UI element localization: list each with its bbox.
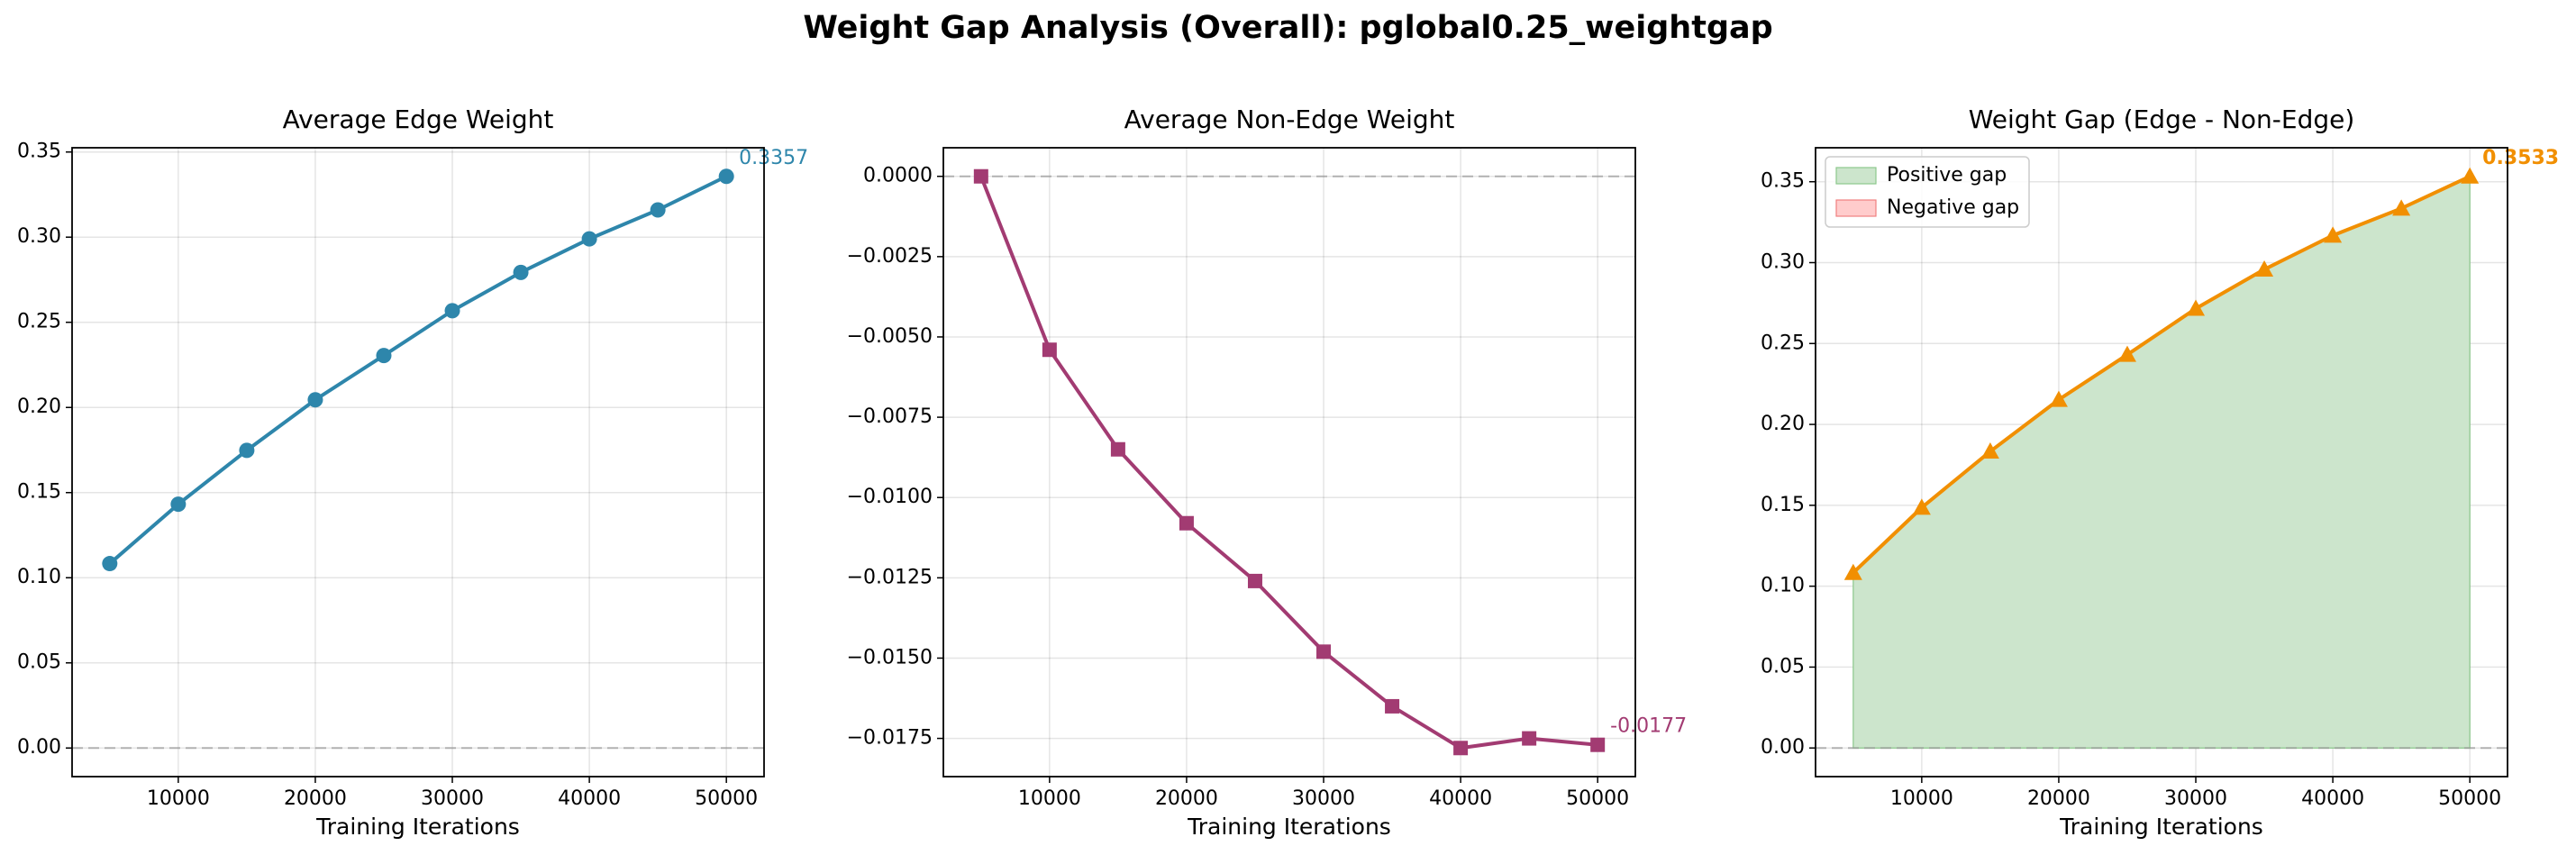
x-tick-label: 10000 <box>1018 787 1081 810</box>
data-point <box>376 348 392 364</box>
data-point <box>1453 741 1469 756</box>
data-point <box>2187 299 2206 316</box>
data-point <box>1316 644 1332 659</box>
end-value-label: 0.3533 <box>2482 147 2559 169</box>
data-point <box>1843 563 1862 580</box>
data-point <box>1590 737 1606 752</box>
y-tick-label: −0.0125 <box>847 566 933 588</box>
series-line <box>107 174 729 566</box>
subplot-2: -0.0177 10000 20000 30000 40000 50000 0.0000 −0… <box>847 105 1688 840</box>
data-point <box>1522 731 1537 746</box>
x-tick-label: 40000 <box>558 787 621 810</box>
x-tick-label: 50000 <box>1566 787 1629 810</box>
x-tick-label: 50000 <box>2438 787 2501 810</box>
subplot-title: Average Non-Edge Weight <box>1124 105 1455 134</box>
subplot-3: 0.3533 10000 20000 30000 40000 50000 0.00 0.05 0… <box>1761 105 2559 840</box>
legend-label: Positive gap <box>1887 164 2007 186</box>
x-axis-label: Training Iterations <box>1187 814 1391 840</box>
data-point <box>1179 515 1194 531</box>
data-point <box>307 392 323 408</box>
y-tick-label: −0.0150 <box>847 646 933 669</box>
axes-frame <box>942 147 1636 778</box>
series-line <box>1851 174 2472 575</box>
data-point <box>2255 260 2274 277</box>
y-tick-label: −0.0050 <box>847 325 933 348</box>
y-tick-label: 0.25 <box>1761 332 1805 354</box>
plot-area <box>72 148 764 777</box>
subplot-title: Weight Gap (Edge - Non-Edge) <box>1969 105 2355 134</box>
data-point <box>513 264 529 280</box>
y-tick-label: 0.15 <box>1761 494 1805 516</box>
y-tick-label: 0.30 <box>17 225 61 248</box>
axes-frame <box>1815 147 2508 778</box>
y-tick-label: 0.15 <box>17 481 61 504</box>
figure-title: Weight Gap Analysis (Overall): pglobal0.… <box>803 10 1772 46</box>
data-point <box>239 442 255 459</box>
data-point <box>1385 698 1400 714</box>
data-point <box>1980 442 1999 459</box>
x-tick-label: 30000 <box>1292 787 1355 810</box>
x-axis-label: Training Iterations <box>2059 814 2263 840</box>
y-tick-label: −0.0075 <box>847 405 933 428</box>
data-point <box>102 556 118 572</box>
data-point <box>650 202 666 218</box>
data-point <box>581 231 597 247</box>
y-tick-label: 0.35 <box>17 141 61 163</box>
y-tick-label: 0.00 <box>17 736 61 759</box>
legend-swatch <box>1835 199 1877 217</box>
x-tick-label: 30000 <box>421 787 484 810</box>
y-tick-label: 0.05 <box>1761 655 1805 678</box>
y-tick-label: 0.20 <box>1761 413 1805 435</box>
y-tick-label: −0.0100 <box>847 486 933 508</box>
data-point <box>1110 441 1125 457</box>
y-tick-label: 0.00 <box>1761 736 1805 759</box>
x-tick-label: 10000 <box>1890 787 1953 810</box>
y-tick-label: 0.20 <box>17 396 61 418</box>
data-point <box>1247 573 1262 588</box>
y-tick-label: 0.0000 <box>863 165 933 187</box>
data-point <box>170 496 187 513</box>
data-point <box>2392 199 2411 216</box>
x-tick-label: 40000 <box>1429 787 1492 810</box>
end-value-label: -0.0177 <box>1610 715 1687 738</box>
data-point <box>1912 498 1931 515</box>
y-tick-label: 0.05 <box>17 651 61 674</box>
x-tick-label: 40000 <box>2301 787 2364 810</box>
y-tick-label: 0.10 <box>17 566 61 588</box>
subplot-title: Average Edge Weight <box>283 105 554 134</box>
y-tick-label: 0.10 <box>1761 575 1805 597</box>
legend-label: Negative gap <box>1887 196 2019 219</box>
y-tick-label: 0.35 <box>1761 170 1805 193</box>
data-point <box>2324 226 2343 243</box>
data-point <box>2461 167 2480 184</box>
end-value-label: 0.3357 <box>739 147 808 169</box>
axes-frame <box>71 147 765 778</box>
data-point <box>2049 390 2068 407</box>
x-tick-label: 20000 <box>284 787 347 810</box>
x-tick-label: 30000 <box>2164 787 2227 810</box>
data-point <box>2117 345 2136 362</box>
legend: Positive gap Negative gap <box>1825 156 2030 228</box>
y-tick-label: 0.30 <box>1761 250 1805 273</box>
data-point <box>444 303 460 319</box>
y-tick-label: −0.0175 <box>847 727 933 750</box>
legend-swatch <box>1835 167 1877 185</box>
x-tick-label: 10000 <box>147 787 210 810</box>
y-tick-label: 0.25 <box>17 311 61 333</box>
data-point <box>1042 342 1057 358</box>
x-tick-label: 20000 <box>2027 787 2090 810</box>
series-line <box>979 174 1600 750</box>
y-tick-label: −0.0025 <box>847 245 933 268</box>
subplot-1: 0.3357 10000 20000 30000 40000 50000 0.00 0.05 0… <box>17 105 808 840</box>
x-axis-label: Training Iterations <box>315 814 520 840</box>
x-tick-label: 50000 <box>695 787 758 810</box>
x-tick-label: 20000 <box>1155 787 1218 810</box>
data-point <box>973 168 988 184</box>
data-point <box>718 168 734 185</box>
plot-area <box>943 148 1635 777</box>
